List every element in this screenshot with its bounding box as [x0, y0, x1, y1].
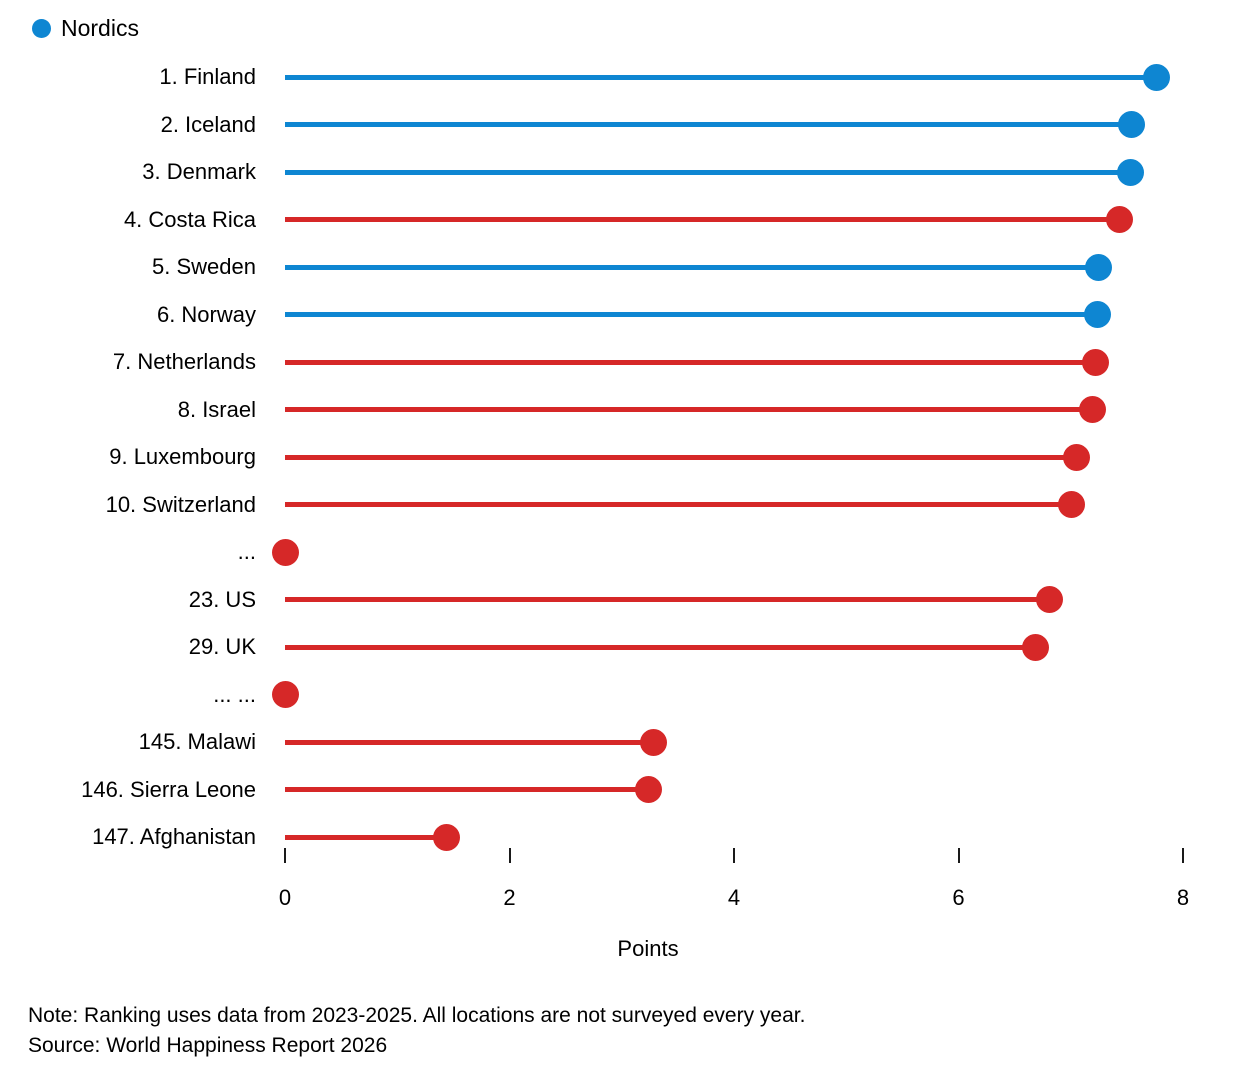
row-label: 1. Finland [159, 64, 256, 89]
row-dot [1022, 633, 1050, 661]
row-dot [1084, 301, 1112, 328]
row-dot [635, 776, 663, 803]
row-stem [285, 502, 1072, 507]
row-label: 147. Afghanistan [92, 824, 256, 849]
row-stem [285, 834, 447, 840]
axis-tick-mark [733, 848, 735, 863]
axis-tick-label: 2 [503, 885, 516, 910]
row-label: ... ... [213, 681, 256, 707]
row-dot [1062, 443, 1090, 471]
row-stem [285, 597, 1050, 602]
x-axis-title: Points [617, 936, 679, 961]
row-dot [639, 728, 667, 756]
row-stem [285, 359, 1096, 365]
axis-tick-label: 4 [727, 885, 741, 910]
note-text: Note: Ranking uses data from 2023-2025. … [28, 1004, 806, 1027]
row-stem [285, 739, 654, 745]
row-label: ... [237, 539, 256, 564]
row-dot [1105, 206, 1133, 233]
row-stem [285, 454, 1077, 460]
row-label: 146. Sierra Leone [81, 776, 256, 802]
legend-nordics-label: Nordics [61, 15, 139, 41]
axis-tick-mark [957, 848, 960, 863]
axis-tick-label: 8 [1176, 885, 1190, 910]
axis-tick-label: 6 [952, 885, 965, 910]
row-stem [285, 169, 1131, 175]
row-stem [285, 787, 649, 792]
row-stem [285, 644, 1036, 650]
legend-nordics-dot [32, 19, 51, 38]
row-label: 10. Switzerland [105, 491, 256, 517]
row-label: 3. Denmark [142, 159, 256, 184]
row-dot [1078, 396, 1106, 423]
row-stem [285, 122, 1132, 127]
row-dot [1116, 158, 1144, 186]
row-label: 5. Sweden [152, 254, 256, 279]
row-label: 29. UK [188, 634, 256, 659]
source-text: Source: World Happiness Report 2026 [28, 1034, 388, 1057]
row-label: 6. Norway [156, 301, 256, 327]
row-dot [1058, 491, 1086, 518]
row-dot [1142, 63, 1170, 91]
row-stem [285, 264, 1099, 270]
row-dot [1085, 253, 1113, 281]
row-label: 9. Luxembourg [109, 444, 256, 469]
row-dot [271, 538, 299, 566]
axis-tick-mark [1182, 848, 1184, 863]
row-label: 145. Malawi [138, 729, 256, 754]
row-label: 23. US [188, 586, 256, 612]
row-dot [433, 823, 461, 851]
row-label: 8. Israel [177, 396, 256, 422]
row-label: 2. Iceland [160, 111, 256, 137]
footer: Note: Ranking uses data from 2023-2025. … [28, 1001, 805, 1061]
axis-tick-mark [508, 848, 511, 863]
row-dot [1081, 348, 1109, 376]
axis-tick-mark [284, 848, 286, 863]
row-label: 7. Netherlands [112, 349, 256, 374]
row-stem [285, 217, 1120, 222]
row-dot [271, 681, 299, 708]
row-label: 4. Costa Rica [123, 206, 256, 232]
row-dot [1035, 586, 1063, 613]
row-stem [285, 407, 1093, 412]
legend: Nordics [32, 17, 139, 40]
axis-tick-label: 0 [278, 885, 292, 910]
row-dot [1117, 111, 1145, 138]
row-stem [285, 74, 1157, 80]
row-stem [285, 312, 1098, 317]
